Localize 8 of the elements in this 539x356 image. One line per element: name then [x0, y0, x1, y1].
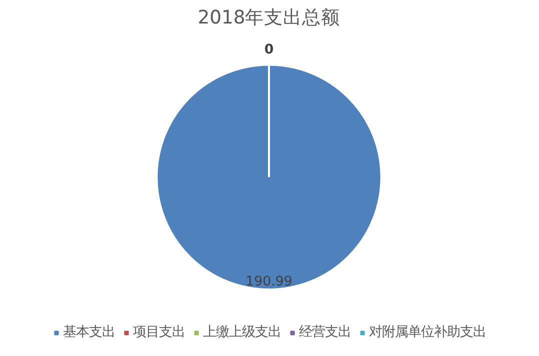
legend-label: 对附属单位补助支出	[369, 324, 486, 341]
legend-label: 项目支出	[133, 324, 185, 341]
chart-title: 2018年支出总额	[198, 6, 340, 28]
legend-label: 上缴上级支出	[203, 324, 281, 341]
legend-label: 经营支出	[299, 324, 351, 341]
text: 0	[264, 42, 274, 58]
data-label: 190.99	[246, 274, 292, 290]
legend-label: 基本支出	[63, 324, 115, 341]
